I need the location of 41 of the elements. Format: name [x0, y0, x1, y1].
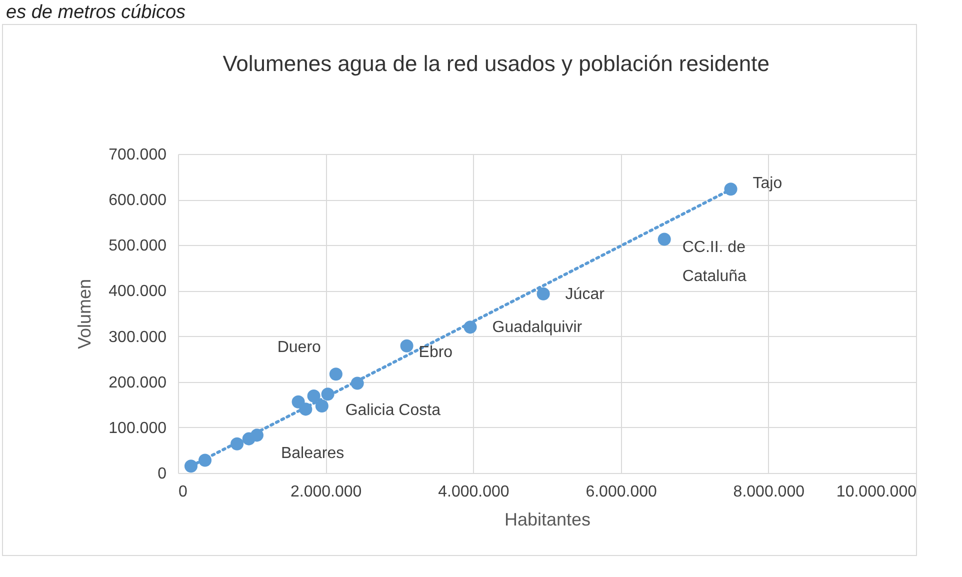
annotation: CC.II. de Cataluña: [682, 239, 746, 286]
point: [315, 400, 328, 413]
x-tick-label: 10.000.000: [836, 484, 917, 500]
y-tick-label: 600.000: [108, 192, 167, 210]
annotation: Júcar: [565, 286, 606, 303]
x-tick-label: 8.000.000: [733, 484, 805, 500]
y-tick-label: 700.000: [108, 146, 167, 164]
y-tick-label: 0: [158, 466, 167, 482]
annotation: Tajo: [752, 175, 782, 192]
chart-title: Volumenes agua de la red usados y población residente: [222, 51, 770, 76]
y-tick-label: 300.000: [108, 328, 167, 346]
y-tick-label: 500.000: [108, 238, 167, 255]
point: [184, 460, 198, 473]
point: [321, 388, 334, 401]
annotation: Baleares: [280, 445, 344, 462]
x-tick-label: 0: [178, 484, 188, 500]
point: [350, 376, 364, 390]
point: [198, 454, 212, 467]
annotation: Ebro: [418, 344, 453, 361]
point: [464, 320, 477, 334]
point: [658, 232, 671, 246]
y-tick-label: 400.000: [108, 283, 167, 300]
annotation: Galicia Costa: [345, 402, 441, 420]
x-tick-label: 2.000.000: [290, 484, 362, 500]
x-axis-title: Habitantes: [504, 510, 591, 530]
x-tick-label: 4.000.000: [438, 484, 510, 500]
point: [299, 402, 312, 416]
point: [400, 339, 414, 352]
point: [307, 389, 320, 402]
point: [230, 437, 244, 450]
x-tick-label: 6.000.000: [586, 484, 657, 500]
point: [329, 368, 342, 381]
text: es de metros cúbicos: [5, 1, 187, 24]
point: [250, 428, 264, 442]
y-axis-title: Volumen: [74, 278, 95, 350]
annotation: Guadalquivir: [492, 319, 583, 336]
annotation: Duero: [277, 339, 322, 356]
y-tick-label: 100.000: [108, 420, 167, 437]
point: [536, 287, 550, 300]
point: [724, 182, 738, 196]
y-tick-label: 200.000: [108, 374, 167, 392]
